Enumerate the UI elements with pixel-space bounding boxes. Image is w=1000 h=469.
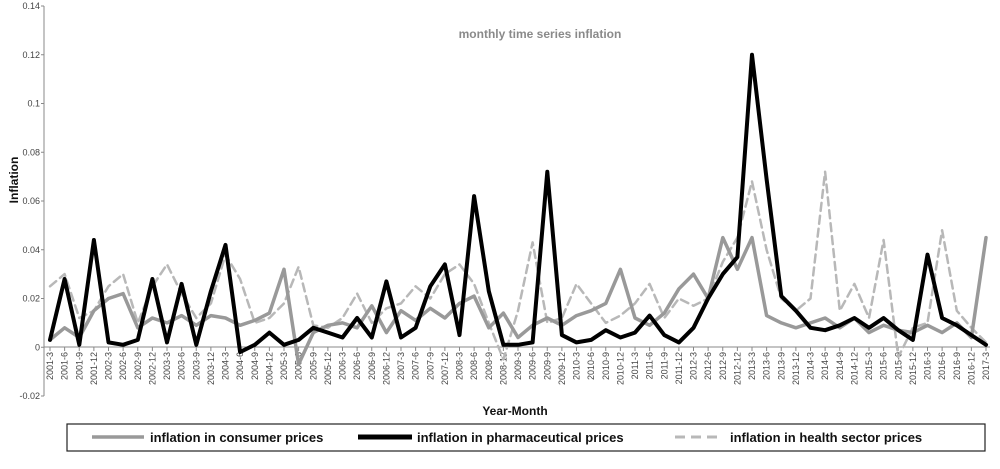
x-tick-label: 2010-12: [615, 352, 625, 385]
y-tick-labels: -0.02 0 0.02 0.04 0.06 0.08 0.1 0.12 0.14: [19, 1, 44, 401]
x-tick-label: 2007-9: [425, 352, 435, 380]
x-tick-label: 2006-9: [367, 352, 377, 380]
series-line-consumer: [48, 235, 988, 367]
series-lines: [48, 52, 988, 367]
x-tick-label: 2011-12: [674, 352, 684, 384]
x-tick-label: 2003-6: [177, 352, 187, 380]
x-tick-label: 2007-12: [440, 352, 450, 385]
x-tick-label: 2004-12: [264, 352, 274, 385]
chart-title: monthly time series inflation: [459, 27, 622, 41]
x-tick-label: 2005-12: [323, 352, 333, 385]
x-tick-label: 2015-6: [879, 352, 889, 380]
x-tick-label: 2004-6: [235, 352, 245, 380]
x-tick-label: 2006-12: [381, 352, 391, 385]
x-tick-label: 2005-9: [308, 352, 318, 380]
x-tick-label: 2001-9: [74, 352, 84, 380]
x-tick-label: 2009-3: [513, 352, 523, 380]
x-tick-label: 2014-12: [849, 352, 859, 385]
x-tick-label: 2016-3: [923, 352, 933, 380]
x-tick-label: 2004-9: [250, 352, 260, 380]
x-tick-label: 2013-3: [747, 352, 757, 380]
series-line-pharmaceutical: [48, 52, 988, 355]
x-tick-label: 2017-3: [981, 352, 991, 380]
x-tick-label: 2008-9: [484, 352, 494, 380]
x-tick-label: 2015-12: [908, 352, 918, 385]
x-tick-label: 2016-12: [966, 352, 976, 385]
x-tick-label: 2003-9: [191, 352, 201, 380]
x-tick-label: 2014-6: [820, 352, 830, 380]
x-tick-label: 2004-3: [221, 352, 231, 380]
x-tick-label: 2012-9: [718, 352, 728, 380]
y-tick-label: 0.04: [22, 245, 40, 255]
x-tick-label: 2012-6: [703, 352, 713, 380]
y-tick-label: -0.02: [19, 391, 40, 401]
x-tick-label: 2003-3: [162, 352, 172, 380]
x-tick-label: 2014-9: [835, 352, 845, 380]
x-tick-label: 2014-3: [806, 352, 816, 380]
x-tick-label: 2015-9: [893, 352, 903, 380]
x-tick-label: 2005-3: [279, 352, 289, 380]
x-tick-label: 2009-6: [528, 352, 538, 380]
x-tick-label: 2010-6: [586, 352, 596, 380]
x-tick-label: 2002-12: [147, 352, 157, 385]
x-axis-label: Year-Month: [482, 404, 547, 418]
x-tick-label: 2003-12: [206, 352, 216, 385]
x-tick-label: 2009-9: [542, 352, 552, 380]
x-tick-label: 2008-6: [469, 352, 479, 380]
y-tick-label: 0.08: [22, 147, 40, 157]
y-tick-label: 0.02: [22, 294, 40, 304]
x-tick-label: 2016-6: [937, 352, 947, 380]
x-tick-label: 2002-6: [118, 352, 128, 380]
x-tick-label: 2013-6: [762, 352, 772, 380]
legend-box: [66, 423, 986, 452]
y-tick-label: 0.06: [22, 196, 40, 206]
x-tick-label: 2016-9: [952, 352, 962, 380]
x-tick-label: 2006-6: [352, 352, 362, 380]
x-tick-label: 2002-3: [104, 352, 114, 380]
x-tick-label: 2002-9: [133, 352, 143, 380]
legend-label-consumer: inflation in consumer prices: [150, 430, 323, 445]
legend-label-health: inflation in health sector prices: [730, 430, 922, 445]
x-tick-label: 2001-12: [89, 352, 99, 385]
x-tick-label: 2012-3: [689, 352, 699, 380]
chart-legend: inflation in consumer prices inflation i…: [66, 423, 986, 452]
y-tick-label: 0.14: [22, 1, 40, 11]
x-tick-label: 2006-3: [338, 352, 348, 380]
y-tick-label: 0: [35, 342, 40, 352]
x-tick-label: 2011-9: [659, 352, 669, 379]
x-tick-label: 2008-3: [455, 352, 465, 380]
x-tick-label: 2013-12: [791, 352, 801, 385]
x-tick-label: 2010-9: [601, 352, 611, 380]
y-tick-label: 0.12: [22, 50, 40, 60]
x-tick-label: 2012-12: [732, 352, 742, 385]
y-tick-label: 0.1: [27, 99, 40, 109]
x-tick-label: 2007-6: [411, 352, 421, 380]
x-tick-label: 2009-12: [557, 352, 567, 385]
x-tick-label: 2013-9: [776, 352, 786, 380]
x-tick-label: 2008-12: [498, 352, 508, 385]
x-tick-label: 2007-3: [396, 352, 406, 380]
x-tick-label: 2001-3: [45, 352, 55, 380]
x-tick-label: 2001-6: [60, 352, 70, 380]
x-tick-label: 2011-6: [645, 352, 655, 379]
x-tick-label: 2015-3: [864, 352, 874, 380]
x-tick-label: 2011-3: [630, 352, 640, 379]
x-tick-label: 2010-3: [572, 352, 582, 380]
legend-label-pharmaceutical: inflation in pharmaceutical prices: [417, 430, 624, 445]
y-axis-label: Inflation: [7, 157, 21, 204]
